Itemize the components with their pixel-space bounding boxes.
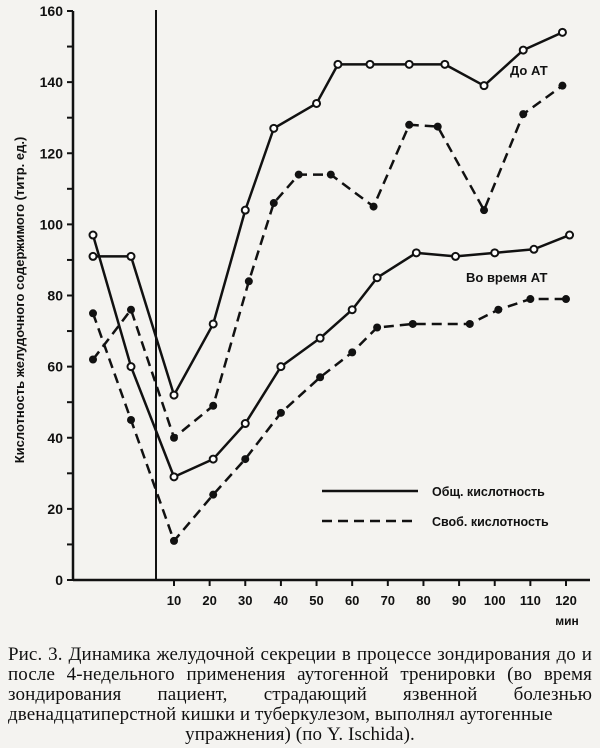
filled-marker (276, 408, 285, 417)
y-tick-label: 40 (47, 430, 63, 446)
open-marker (88, 251, 98, 261)
filled-marker (269, 199, 278, 208)
open-marker (208, 454, 218, 464)
free-acidity-line (92, 84, 564, 439)
open-marker (404, 59, 414, 69)
filled-marker (170, 433, 178, 442)
series-1 (89, 81, 567, 442)
filled-marker (405, 120, 414, 129)
series-2 (88, 230, 575, 482)
filled-marker (562, 295, 570, 304)
filled-marker (433, 122, 442, 131)
filled-marker (519, 110, 528, 119)
acidity-chart: 0 20 40 60 80 100 120 140 160 10 20 30 40 50 60 70 80 90 1… (12, 3, 590, 628)
total-acidity-line (91, 233, 571, 479)
filled-marker (89, 355, 97, 364)
filled-marker (369, 202, 378, 211)
open-marker (411, 248, 421, 258)
open-marker (169, 390, 179, 400)
open-marker (451, 251, 461, 261)
open-marker (88, 230, 98, 240)
filled-marker (294, 170, 303, 179)
y-tick-label: 0 (55, 572, 63, 588)
filled-marker (494, 305, 503, 314)
open-marker (240, 419, 250, 429)
y-tick-label: 100 (40, 216, 64, 232)
figure-caption: Рис. 3. Динамика желудочной секреции в п… (8, 645, 592, 745)
filled-marker (244, 277, 253, 286)
filled-marker (558, 81, 567, 90)
filled-marker (373, 323, 382, 332)
open-marker (490, 248, 500, 258)
filled-marker (209, 490, 218, 499)
y-tick-label: 20 (47, 501, 63, 517)
x-tick-label: 100 (484, 593, 506, 608)
filled-marker (241, 455, 250, 464)
x-tick-label: 120 (555, 593, 577, 608)
total-acidity-line (93, 31, 563, 397)
open-marker (333, 59, 343, 69)
x-tick-label: 70 (381, 593, 395, 608)
open-marker (312, 98, 322, 108)
free-acidity-line (91, 297, 566, 543)
open-marker (365, 59, 375, 69)
filled-marker (348, 348, 357, 357)
y-tick-label: 160 (40, 3, 64, 19)
x-tick-label: 110 (520, 593, 541, 608)
x-tick-label: 90 (452, 593, 466, 608)
legend: Общ. кислотность Своб. кислотность (322, 485, 549, 529)
legend-label-free: Своб. кислотность (432, 515, 549, 529)
y-tick-label: 120 (40, 145, 64, 161)
y-tick-label: 60 (47, 359, 63, 375)
filled-marker (408, 319, 417, 328)
open-marker (208, 319, 218, 329)
x-tick-label: 10 (167, 593, 181, 608)
filled-marker (316, 373, 325, 382)
open-marker (372, 273, 382, 283)
y-tick-label: 140 (40, 74, 64, 90)
open-marker (240, 205, 250, 215)
filled-marker (465, 319, 474, 328)
y-axis-label: Кислотность желудочного содержимого (тит… (12, 137, 27, 464)
caption-last-line: упражнения) (по Y. Ischida). (185, 724, 415, 745)
y-tick-label: 80 (47, 288, 63, 304)
x-tick-label: 50 (309, 593, 323, 608)
filled-marker (480, 206, 489, 215)
open-marker (276, 362, 286, 372)
x-tick-label: 20 (202, 593, 216, 608)
filled-marker (127, 415, 135, 424)
series-0 (88, 27, 567, 400)
chart-axes: 0 20 40 60 80 100 120 140 160 10 20 30 40 50 60 70 80 90 1… (40, 3, 590, 608)
open-marker (126, 251, 136, 261)
open-marker (169, 472, 179, 482)
open-marker (479, 81, 489, 91)
caption-body: Рис. 3. Динамика желудочной секреции в п… (8, 644, 592, 725)
open-marker (565, 230, 575, 240)
open-marker (315, 333, 325, 343)
x-tick-label: 80 (416, 593, 430, 608)
chart-series (88, 27, 575, 545)
open-marker (126, 362, 136, 372)
x-tick-label: 40 (274, 593, 288, 608)
filled-marker (326, 170, 335, 179)
series-3 (89, 295, 570, 545)
filled-marker (170, 536, 178, 545)
open-marker (518, 45, 528, 55)
filled-marker (89, 309, 97, 318)
x-tick-label: 30 (238, 593, 252, 608)
legend-label-total: Общ. кислотность (432, 485, 545, 499)
filled-marker (209, 401, 218, 410)
filled-marker (526, 295, 535, 304)
open-marker (529, 244, 539, 254)
open-marker (440, 59, 450, 69)
x-tick-label: 60 (345, 593, 359, 608)
x-axis-unit: мин (555, 614, 579, 628)
open-marker (269, 123, 279, 133)
annotation-before: До АТ (510, 63, 548, 78)
filled-marker (127, 305, 135, 314)
annotation-during: Во время АТ (466, 270, 547, 285)
open-marker (557, 27, 567, 37)
open-marker (347, 305, 357, 315)
